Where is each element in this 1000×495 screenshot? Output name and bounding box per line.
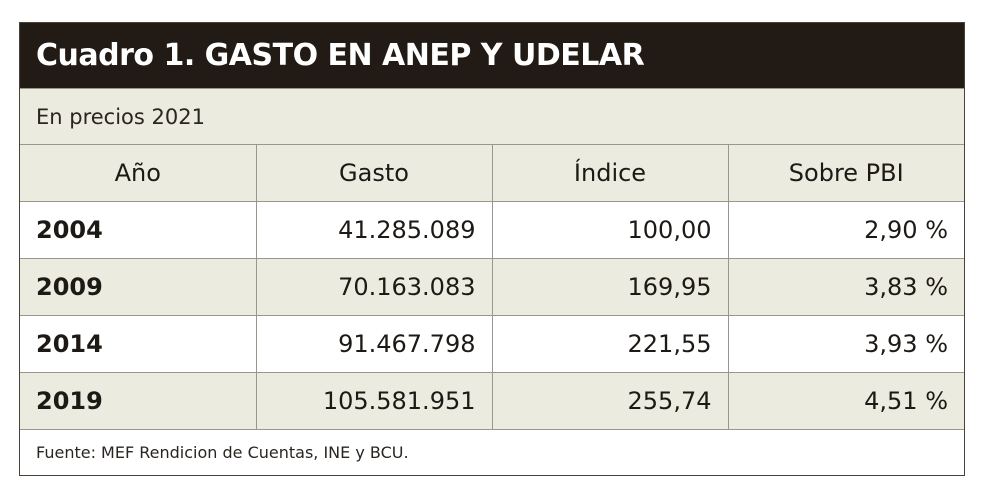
year-cell: 2014 (20, 315, 257, 373)
index-cell: 100,00 (491, 201, 729, 259)
table-row: 2009 70.163.083 169,95 3,83 % (20, 258, 964, 316)
data-table: Año Gasto Índice Sobre PBI 2004 41.285.0… (20, 144, 964, 430)
table-row: 2004 41.285.089 100,00 2,90 % (20, 201, 964, 259)
gdp-share-cell: 2,90 % (727, 201, 964, 259)
column-header-gdp-share: Sobre PBI (727, 144, 964, 202)
year-cell: 2004 (20, 201, 257, 259)
table-frame: Cuadro 1. GASTO EN ANEP Y UDELAR En prec… (19, 22, 965, 476)
index-cell: 169,95 (491, 258, 729, 316)
table-subtitle: En precios 2021 (20, 88, 964, 144)
table-row: 2019 105.581.951 255,74 4,51 % (20, 372, 964, 430)
column-header-year: Año (20, 144, 257, 202)
spending-cell: 70.163.083 (255, 258, 493, 316)
spending-cell: 91.467.798 (255, 315, 493, 373)
table-title: Cuadro 1. GASTO EN ANEP Y UDELAR (20, 23, 964, 88)
spending-cell: 41.285.089 (255, 201, 493, 259)
index-cell: 255,74 (491, 372, 729, 430)
index-cell: 221,55 (491, 315, 729, 373)
column-header-index: Índice (491, 144, 729, 202)
gdp-share-cell: 3,83 % (727, 258, 964, 316)
spending-cell: 105.581.951 (255, 372, 493, 430)
table-row: 2014 91.467.798 221,55 3,93 % (20, 315, 964, 373)
column-header-spending: Gasto (255, 144, 493, 202)
year-cell: 2009 (20, 258, 257, 316)
year-cell: 2019 (20, 372, 257, 430)
gdp-share-cell: 4,51 % (727, 372, 964, 430)
source-note: Fuente: MEF Rendicion de Cuentas, INE y … (36, 442, 409, 462)
gdp-share-cell: 3,93 % (727, 315, 964, 373)
header-row: Año Gasto Índice Sobre PBI (20, 144, 964, 202)
